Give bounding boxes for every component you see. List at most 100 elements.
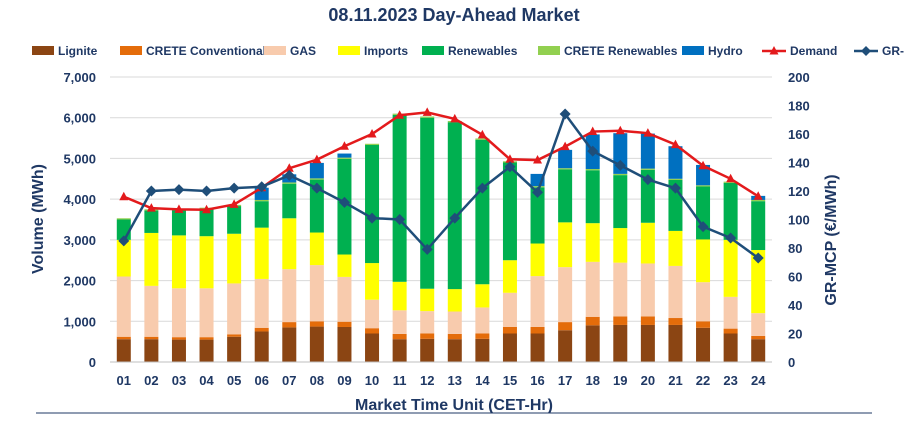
- y-tick-label: 7,000: [63, 70, 96, 85]
- bar-crete-conventional: [696, 321, 711, 328]
- bar-hydro: [668, 146, 683, 179]
- y2-axis-title: GR-MCP (€/MWh): [823, 174, 840, 305]
- mcp-line: [122, 111, 759, 259]
- x-tick-label: 12: [420, 373, 434, 388]
- bar-renewables: [723, 182, 738, 240]
- bar-hydro: [696, 164, 711, 186]
- legend-label: Demand: [790, 44, 837, 58]
- bar-lignite: [723, 333, 738, 362]
- bar-crete-conventional: [585, 316, 600, 326]
- bar-crete-conventional: [475, 333, 490, 339]
- legend-item: CRETE Renewables: [538, 44, 678, 58]
- bar-imports: [392, 281, 407, 311]
- legend: Lignite CRETE Conventional GAS Imports Renew…: [32, 44, 904, 58]
- mcp-point: [283, 169, 295, 181]
- bar-imports: [227, 233, 242, 284]
- legend-swatch: [538, 46, 560, 55]
- bar-crete-renewables: [668, 178, 683, 181]
- bar-gas: [365, 299, 380, 329]
- bar-gas: [116, 276, 131, 337]
- bar-lignite: [282, 327, 297, 362]
- legend-item: Renewables: [422, 44, 518, 58]
- bar-renewables: [227, 206, 242, 234]
- bar-lignite: [502, 333, 517, 362]
- legend-label: CRETE Renewables: [564, 44, 678, 58]
- legend-label: Hydro: [708, 44, 743, 58]
- legend-swatch: [120, 46, 142, 55]
- axes: 01,0002,0003,0004,0005,0006,0007,0000204…: [63, 70, 809, 388]
- bar-lignite: [365, 333, 380, 362]
- bar-lignite: [447, 339, 462, 362]
- bar-imports: [309, 232, 324, 266]
- x-tick-label: 04: [199, 373, 214, 388]
- bar-gas: [475, 307, 490, 334]
- bar-hydro: [337, 153, 352, 158]
- bar-lignite: [116, 339, 131, 362]
- demand-point: [229, 199, 239, 208]
- x-tick-label: 10: [365, 373, 379, 388]
- bar-lignite: [199, 339, 214, 362]
- bar-crete-conventional: [337, 321, 352, 327]
- bar-imports: [199, 236, 214, 289]
- bar-imports: [723, 239, 738, 297]
- x-tick-label: 03: [172, 373, 186, 388]
- bar-lignite: [337, 326, 352, 362]
- y-axis-title: Volume (MWh): [30, 164, 47, 274]
- mcp-point: [614, 159, 626, 171]
- bar-crete-renewables: [696, 185, 711, 187]
- bar-imports: [475, 284, 490, 308]
- mcp-point: [697, 221, 709, 233]
- bar-lignite: [309, 326, 324, 362]
- legend-marker: [861, 46, 871, 56]
- legend-marker: [769, 46, 779, 55]
- demand-line: [123, 111, 759, 211]
- bar-gas: [227, 283, 242, 335]
- x-tick-label: 07: [282, 373, 296, 388]
- demand-point: [202, 204, 212, 214]
- legend-item: Imports: [338, 44, 408, 58]
- x-tick-label: 14: [475, 373, 490, 388]
- bar-crete-renewables: [613, 173, 628, 176]
- bar-gas: [199, 288, 214, 338]
- bar-crete-conventional: [365, 328, 380, 334]
- bar-renewables: [447, 122, 462, 290]
- legend-label: Renewables: [448, 44, 518, 58]
- legend-swatch: [682, 46, 704, 55]
- mcp-point: [366, 212, 378, 224]
- x-tick-label: 22: [696, 373, 710, 388]
- bar-imports: [668, 230, 683, 266]
- bar-imports: [530, 243, 545, 277]
- mcp-point: [752, 252, 764, 264]
- bar-lignite: [668, 324, 683, 362]
- demand-point: [560, 141, 570, 151]
- mcp-point: [311, 182, 323, 194]
- bar-crete-renewables: [420, 116, 435, 118]
- mcp-point: [669, 182, 681, 194]
- bar-hydro: [640, 133, 655, 169]
- bar-renewables: [254, 201, 269, 228]
- x-tick-label: 16: [530, 373, 544, 388]
- mcp-point: [118, 235, 130, 247]
- y2-tick-label: 100: [788, 213, 810, 228]
- bar-imports: [282, 218, 297, 270]
- bar-crete-renewables: [365, 143, 380, 145]
- legend-label: GAS: [290, 44, 316, 58]
- bar-crete-renewables: [282, 182, 297, 184]
- bar-crete-conventional: [199, 337, 214, 340]
- bar-gas: [392, 310, 407, 334]
- legend-item: GR-MCP: [854, 44, 904, 58]
- bar-crete-conventional: [558, 322, 573, 331]
- bar-renewables: [475, 139, 490, 285]
- y-tick-label: 4,000: [63, 192, 96, 207]
- demand-point: [505, 154, 515, 163]
- mcp-point: [504, 161, 516, 173]
- bar-lignite: [254, 331, 269, 362]
- bar-hydro: [309, 162, 324, 179]
- y2-tick-label: 60: [788, 270, 802, 285]
- demand-point: [367, 129, 377, 138]
- demand-point: [753, 191, 763, 200]
- bar-lignite: [171, 339, 186, 362]
- mcp-point: [587, 145, 599, 157]
- bar-renewables: [585, 170, 600, 224]
